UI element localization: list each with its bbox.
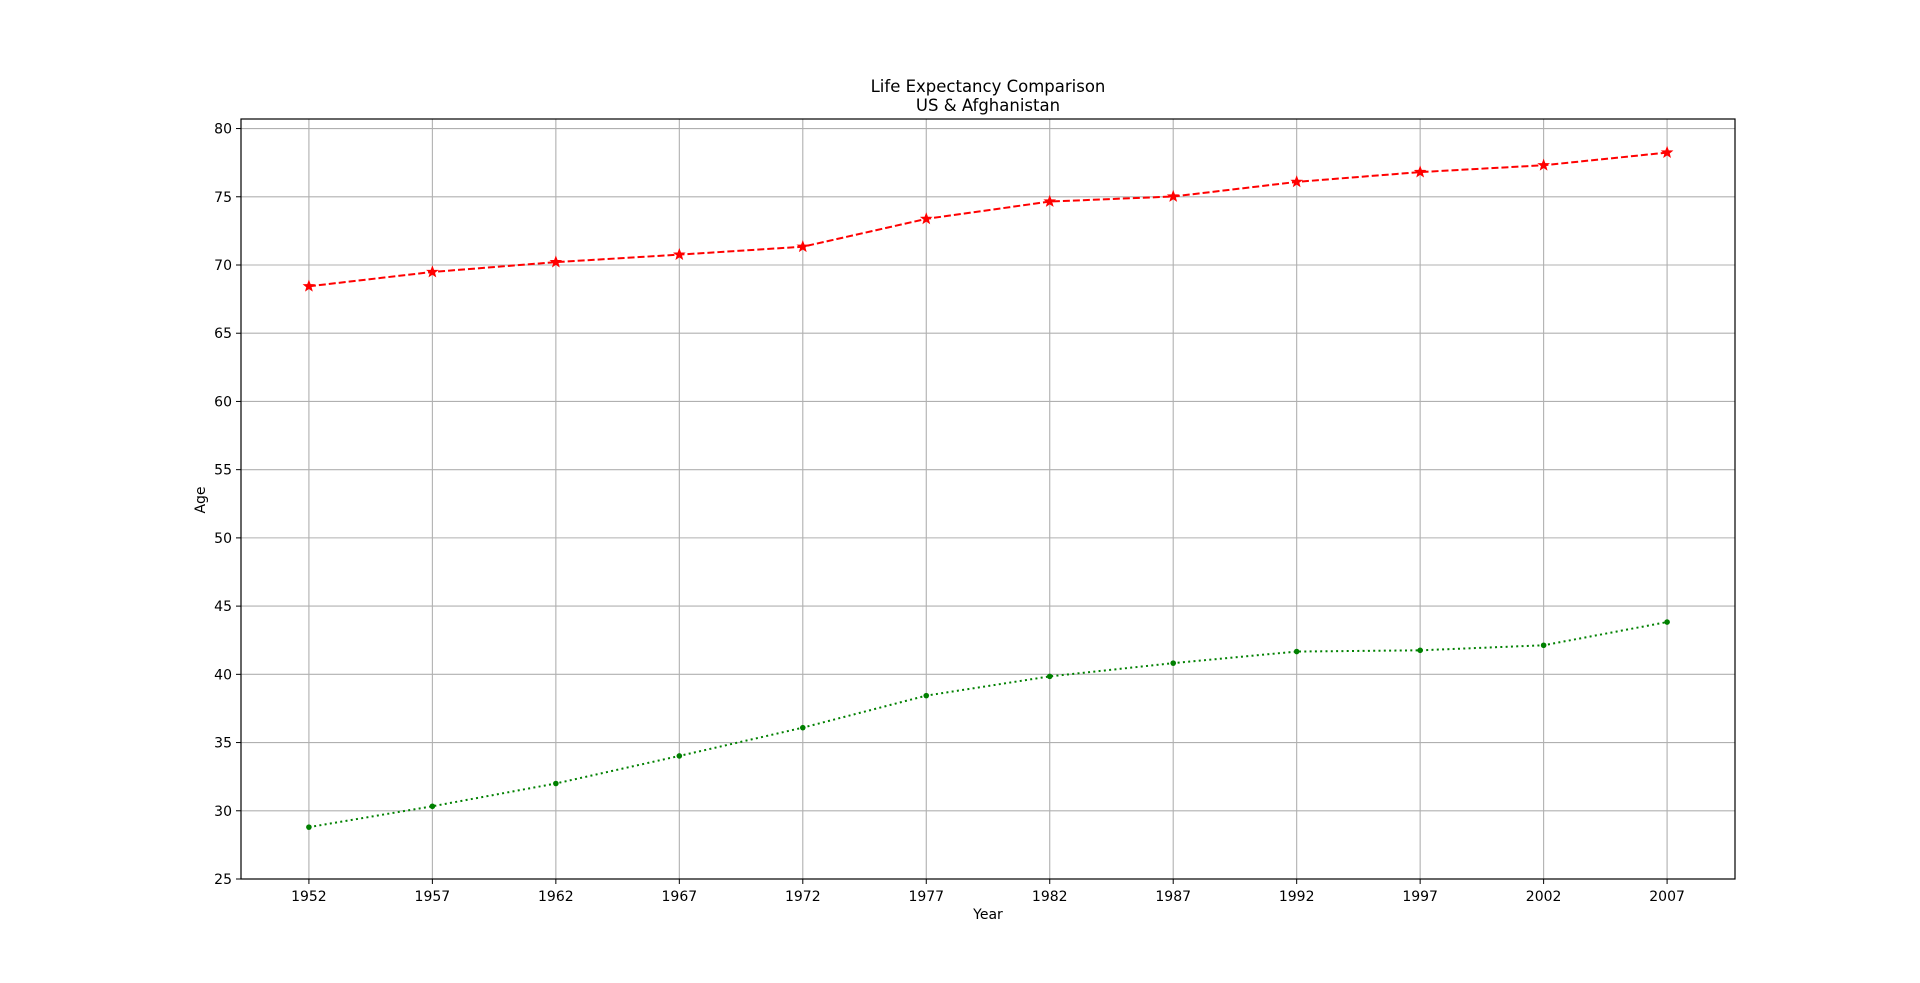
data-point [1660, 145, 1674, 158]
data-point [302, 279, 316, 292]
series-0 [302, 145, 1674, 292]
y-tick-label: 80 [214, 122, 232, 138]
y-axis-label: Age [193, 486, 209, 513]
chart-title: Life Expectancy Comparison [871, 77, 1106, 96]
data-point [923, 692, 930, 699]
y-tick-label: 35 [214, 736, 232, 752]
series-1 [306, 619, 1670, 830]
y-tick-label: 40 [214, 667, 232, 683]
y-tick-label: 65 [214, 326, 232, 342]
x-tick-label: 2007 [1649, 889, 1685, 905]
x-tick-label: 2002 [1526, 889, 1562, 905]
data-point [1417, 647, 1423, 654]
data-point [1664, 619, 1670, 625]
data-point [1290, 175, 1303, 188]
x-tick-label: 1962 [538, 889, 574, 905]
x-tick-label: 1957 [415, 889, 451, 905]
data-point [796, 240, 810, 253]
y-tick-label: 30 [214, 804, 232, 820]
data-point [676, 753, 683, 759]
data-point [553, 780, 559, 787]
x-tick-label: 1967 [662, 889, 698, 905]
data-point [919, 212, 933, 225]
data-point [306, 824, 312, 830]
x-axis-label: Year [972, 907, 1003, 923]
data-point [1540, 642, 1547, 649]
data-point [1293, 648, 1300, 655]
x-axis: 1952 1957 1962 1967 1972 1977 1982 1987 1992 1997… [291, 879, 1685, 905]
series-line [308, 621, 1668, 829]
data-point [1413, 165, 1427, 178]
y-tick-label: 60 [214, 394, 232, 410]
series-line [308, 151, 1668, 288]
data-point [1046, 673, 1053, 680]
data-point [1170, 660, 1177, 666]
y-tick-label: 50 [214, 531, 232, 547]
x-tick-label: 1982 [1032, 889, 1068, 905]
x-tick-label: 1992 [1279, 889, 1315, 905]
data-point [799, 724, 806, 731]
data-point [426, 265, 439, 278]
chart-subtitle: US & Afghanistan [916, 96, 1060, 115]
data-point [429, 803, 436, 810]
y-tick-label: 75 [214, 190, 232, 206]
data-point [1043, 194, 1057, 207]
y-axis: 25 30 35 40 45 50 55 60 65 70 75 80 [214, 122, 241, 888]
y-tick-label: 25 [214, 872, 232, 888]
grid [241, 119, 1735, 880]
data-point [1537, 158, 1550, 171]
data-point [1166, 189, 1180, 202]
x-tick-label: 1997 [1402, 889, 1438, 905]
x-tick-label: 1987 [1155, 889, 1191, 905]
x-tick-label: 1977 [908, 889, 944, 905]
series-layer [302, 145, 1674, 830]
x-tick-label: 1952 [291, 889, 327, 905]
y-tick-label: 70 [214, 258, 232, 274]
y-tick-label: 55 [214, 463, 232, 479]
x-tick-label: 1972 [785, 889, 821, 905]
y-tick-label: 45 [214, 599, 232, 615]
data-point [549, 255, 563, 268]
plot-frame [240, 118, 1736, 880]
data-point [673, 247, 686, 261]
